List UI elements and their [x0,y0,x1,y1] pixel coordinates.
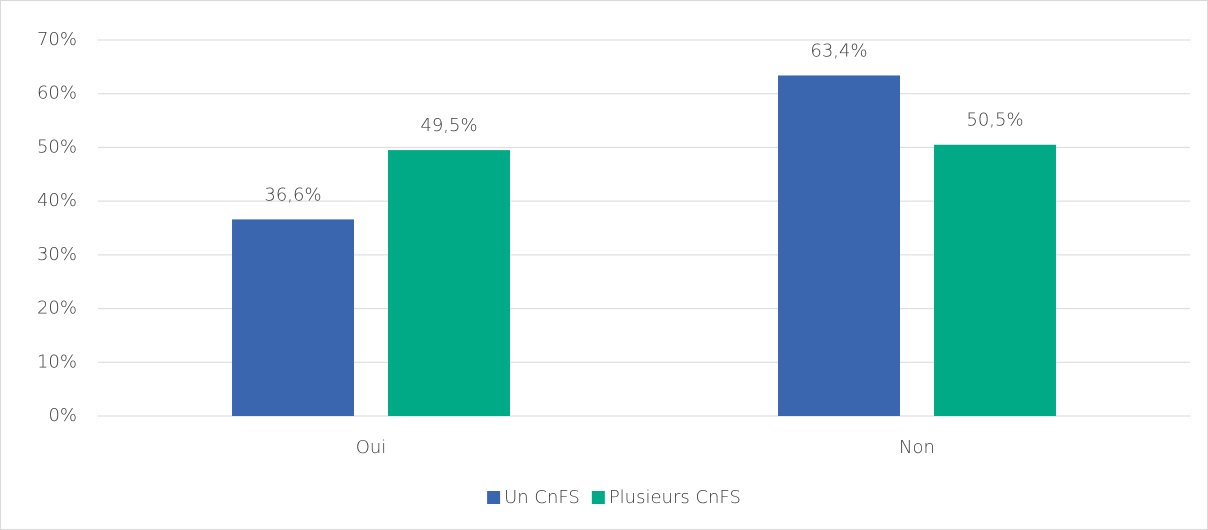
data-label: 63,4% [810,40,867,61]
legend-label: Plusieurs CnFS [609,487,741,508]
y-tick-label: 30% [37,244,77,265]
y-tick-label: 70% [37,29,77,50]
data-label: 36,6% [264,184,321,205]
y-tick-label: 50% [37,136,77,157]
y-tick-label: 10% [37,351,77,372]
x-tick-label: Non [899,437,935,458]
bar [778,75,900,417]
bar [232,219,354,416]
legend-swatch [487,491,501,504]
y-tick-label: 40% [37,190,77,211]
bar [388,150,510,416]
data-label: 50,5% [966,110,1023,131]
y-tick-label: 60% [37,83,77,104]
x-tick-label: Oui [356,437,387,458]
legend-label: Un CnFS [504,487,580,508]
y-tick-label: 0% [48,405,77,426]
bar [934,144,1056,416]
data-label: 49,5% [420,115,477,136]
legend-swatch [591,491,605,504]
y-tick-label: 20% [37,298,77,319]
